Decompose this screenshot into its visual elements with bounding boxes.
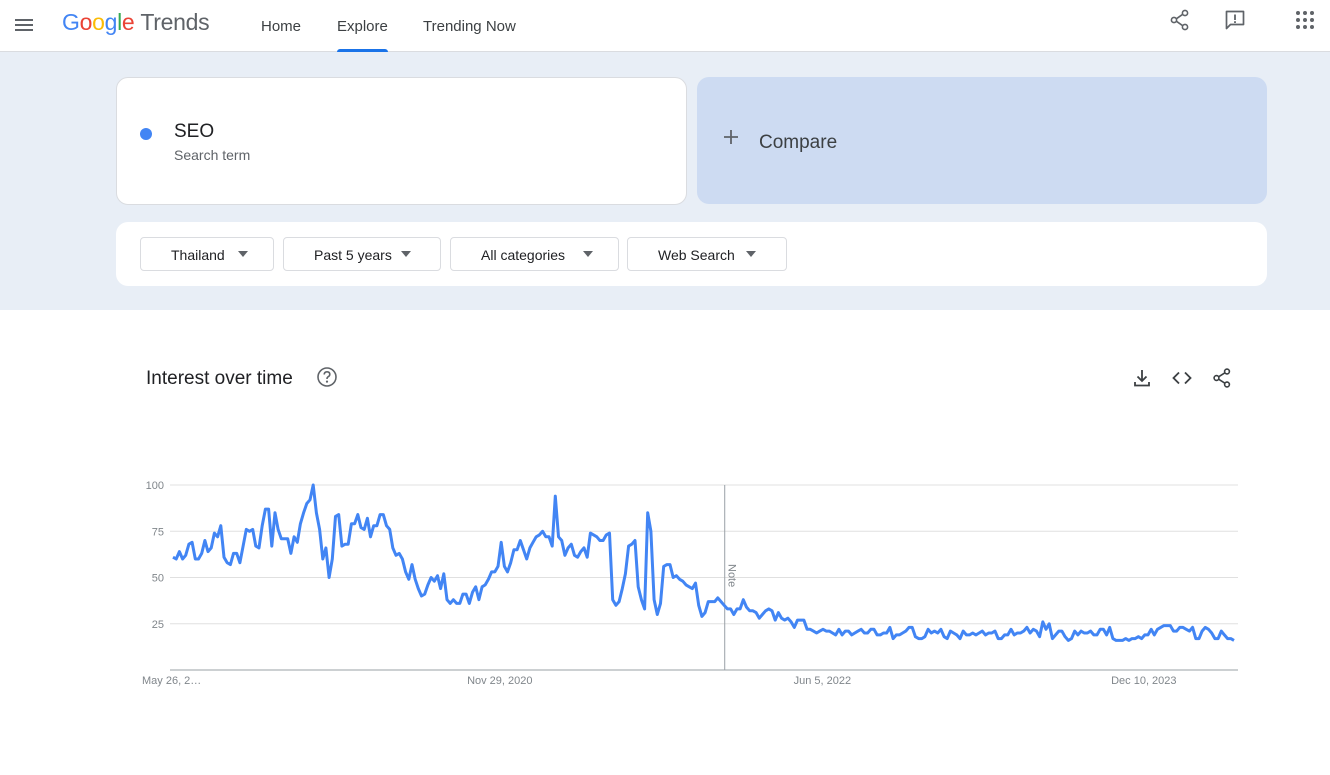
embed-icon[interactable] [1171, 367, 1193, 389]
note-marker[interactable]: Note [724, 485, 738, 670]
y-tick-labels: 25 50 75 100 [146, 480, 164, 631]
share-icon[interactable] [1211, 367, 1233, 389]
region-value: Thailand [171, 247, 225, 263]
filter-bar: Thailand Past 5 years All categories Web… [116, 222, 1267, 286]
interest-line-chart: 25 50 75 100 May 26, 2… Nov 29, 2020 Jun 5, 2… [142, 480, 1238, 687]
compare-label: Compare [759, 132, 838, 153]
logo-letter: o [92, 9, 105, 35]
nav-explore[interactable]: Explore [337, 0, 388, 52]
logo-letter: e [121, 9, 135, 35]
x-tick-label: Nov 29, 2020 [467, 675, 532, 687]
term-color-dot [140, 128, 152, 140]
logo-letter: l [117, 9, 122, 35]
logo-letter: G [62, 9, 80, 35]
category-dropdown[interactable]: All categories [450, 237, 619, 271]
note-label[interactable]: Note [726, 564, 738, 587]
series-line-seo[interactable] [172, 483, 1235, 642]
nav-home-label: Home [261, 17, 302, 35]
nav-trending-now[interactable]: Trending Now [423, 0, 516, 52]
caret-down-icon [238, 251, 248, 257]
x-tick-label: May 26, 2… [142, 675, 201, 687]
plus-icon [724, 130, 738, 144]
time-range-value: Past 5 years [314, 247, 392, 263]
apps-icon[interactable] [1293, 8, 1317, 32]
nav-trending-now-label: Trending Now [423, 17, 516, 35]
chart-title: Interest over time [146, 368, 293, 389]
help-icon[interactable] [316, 366, 338, 388]
series-lines [172, 483, 1235, 642]
menu-icon[interactable] [13, 14, 35, 36]
caret-down-icon [746, 251, 756, 257]
y-tick-label: 100 [146, 480, 164, 492]
search-property-dropdown[interactable]: Web Search [627, 237, 787, 271]
top-app-bar: Google Trends Home Explore Trending Now [0, 0, 1330, 52]
time-range-dropdown[interactable]: Past 5 years [283, 237, 441, 271]
y-tick-label: 75 [152, 526, 164, 538]
share-icon[interactable] [1168, 8, 1192, 32]
download-icon[interactable] [1131, 367, 1153, 389]
feedback-icon[interactable] [1223, 8, 1247, 32]
y-tick-label: 50 [152, 573, 164, 585]
search-property-value: Web Search [658, 247, 735, 263]
search-term-card[interactable]: SEO Search term [116, 77, 687, 205]
logo-letter: o [79, 9, 93, 35]
caret-down-icon [583, 251, 593, 257]
category-value: All categories [481, 247, 566, 263]
nav-explore-label: Explore [337, 17, 388, 35]
x-tick-label: Jun 5, 2022 [794, 675, 852, 687]
caret-down-icon [401, 251, 411, 257]
x-tick-labels: May 26, 2… Nov 29, 2020 Jun 5, 2022 Dec 10,… [142, 675, 1177, 687]
chart-gridlines [170, 484, 1238, 671]
search-term: SEO [174, 121, 215, 142]
x-tick-label: Dec 10, 2023 [1111, 675, 1176, 687]
compare-button[interactable]: Compare [697, 77, 1267, 204]
region-dropdown[interactable]: Thailand [140, 237, 274, 271]
logo-product-name: Trends [140, 9, 210, 35]
interest-over-time-card: Interest over time 25 50 75 100 May 26, 2… N… [116, 336, 1267, 758]
google-trends-logo[interactable]: Google Trends [62, 9, 210, 36]
y-tick-label: 25 [152, 619, 164, 631]
logo-letter: g [104, 9, 118, 35]
search-term-type: Search term [174, 147, 251, 163]
nav-home[interactable]: Home [261, 0, 301, 52]
